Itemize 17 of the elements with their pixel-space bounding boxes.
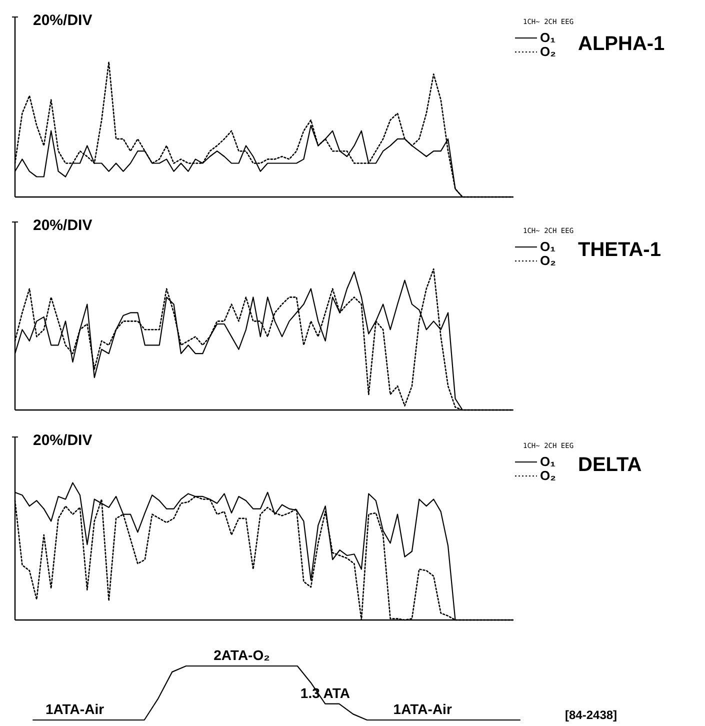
data-label: 2ATA-O₂	[214, 647, 270, 663]
data-label: 1ATA-Air	[393, 701, 452, 717]
y-axis-title: 20%/DIV	[33, 12, 92, 29]
text: ALPHA-1	[578, 33, 665, 55]
legend-label: O₁	[540, 454, 556, 469]
data-label: 1ATA-Air	[45, 701, 105, 717]
legend-label: O₁	[540, 239, 556, 254]
y-axis-title: 20%/DIV	[33, 217, 92, 234]
text: THETA-1	[578, 239, 661, 261]
text: DELTA	[578, 454, 642, 476]
legend-label: O₁	[540, 30, 556, 45]
data-label: 1.3 ATA	[300, 684, 350, 701]
text: [84-2438]	[565, 708, 618, 722]
legend-label: O₂	[540, 253, 556, 268]
legend-label: O₂	[540, 44, 556, 59]
y-axis-title: 20%/DIV	[33, 432, 92, 449]
legend-label: O₂	[540, 468, 556, 483]
